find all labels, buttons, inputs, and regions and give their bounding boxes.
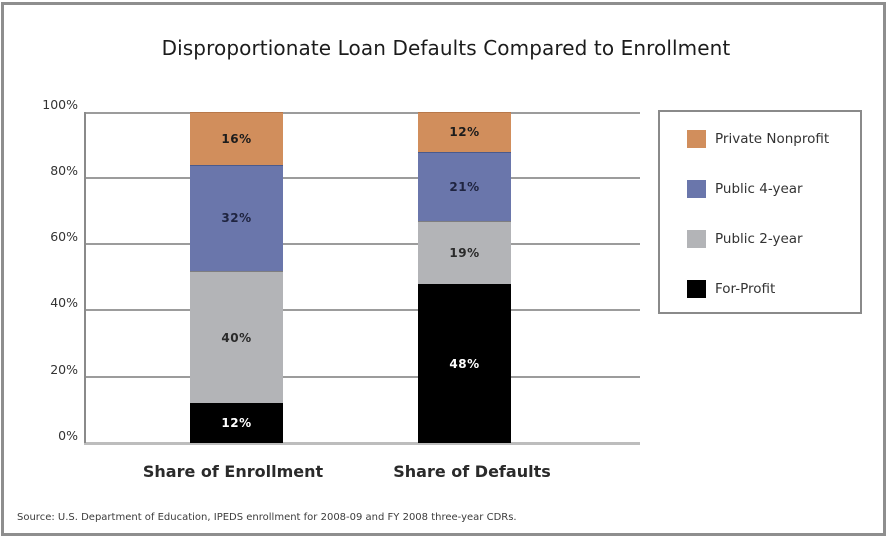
bar-share-of-enrollment: 12% 40% 32% 16% [190,112,283,443]
gridline-60 [84,243,640,245]
segment-public-4-year: 21% [418,151,511,222]
legend-swatch-public-2-year [687,230,706,248]
segment-public-2-year: 40% [190,270,283,404]
segment-private-nonprofit: 16% [190,112,283,165]
gridline-40 [84,309,640,311]
legend-item-public-4-year: Public 4-year [687,180,803,198]
bar-share-of-defaults: 48% 19% 21% 12% [418,112,511,443]
legend-label: Public 2-year [715,231,803,247]
legend-label: For-Profit [715,281,776,297]
segment-for-profit: 48% [418,284,511,443]
legend-swatch-for-profit [687,280,706,298]
y-tick-20: 20% [50,362,78,377]
legend: Private Nonprofit Public 4-year Public 2… [658,110,862,314]
chart-title: Disproportionate Loan Defaults Compared … [161,36,731,60]
legend-label: Public 4-year [715,181,803,197]
legend-item-public-2-year: Public 2-year [687,230,803,248]
segment-for-profit: 12% [190,403,283,443]
gridline-100 [84,112,640,114]
x-label-enrollment: Share of Enrollment [142,462,324,481]
x-label-defaults: Share of Defaults [393,462,551,481]
segment-private-nonprofit: 12% [418,112,511,152]
segment-public-4-year: 32% [190,164,283,271]
legend-label: Private Nonprofit [715,131,830,147]
y-tick-80: 80% [50,163,78,178]
legend-item-private-nonprofit: Private Nonprofit [687,130,829,148]
y-tick-60: 60% [50,229,78,244]
gridline-20 [84,376,640,378]
y-tick-100: 100% [42,97,78,112]
y-tick-40: 40% [50,295,78,310]
legend-swatch-private-nonprofit [687,130,706,148]
segment-public-2-year: 19% [418,221,511,285]
x-axis-baseline [84,442,640,445]
legend-swatch-public-4-year [687,180,706,198]
plot-area: 12% 40% 32% 16% 48% 19% 21% 12% [84,112,640,445]
gridline-80 [84,177,640,179]
legend-item-for-profit: For-Profit [687,280,775,298]
source-note: Source: U.S. Department of Education, IP… [17,512,517,523]
y-axis-line [84,112,86,443]
y-tick-0: 0% [58,428,78,443]
